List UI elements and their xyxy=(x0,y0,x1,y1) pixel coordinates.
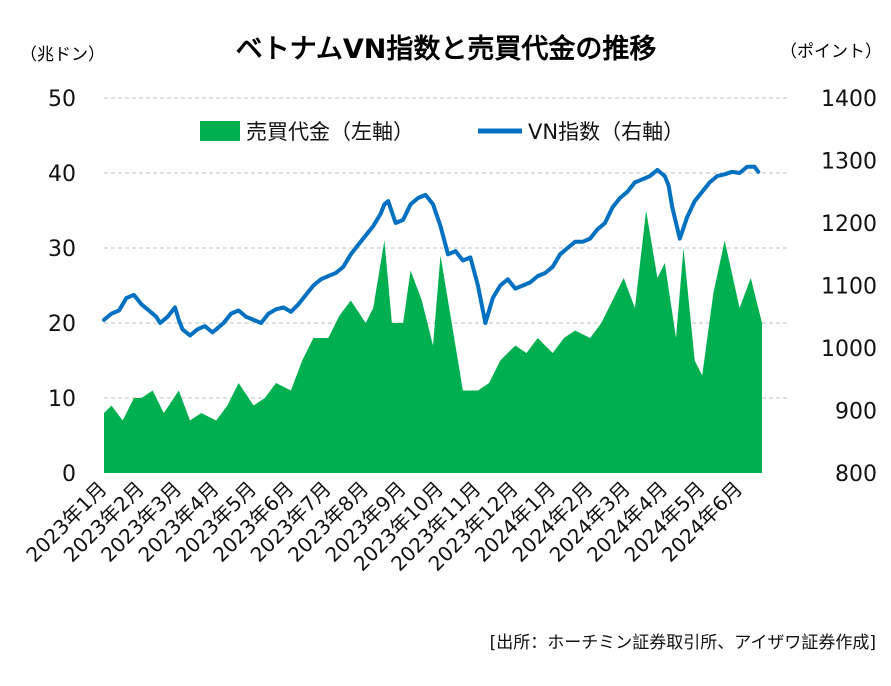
legend-label-vn-index: VN指数（右軸） xyxy=(528,120,684,144)
right-tick-label: 1300 xyxy=(821,150,877,175)
left-tick-label: 50 xyxy=(48,87,76,112)
right-tick-label: 1100 xyxy=(821,275,877,300)
right-tick-label: 1000 xyxy=(821,337,877,362)
area-series-group xyxy=(104,210,762,473)
left-axis-ticks: 0 10 20 30 40 50 xyxy=(48,87,76,487)
area-series-trading-value xyxy=(104,210,762,473)
x-axis-ticks: 2023年1月2023年2月2023年3月2023年4月2023年5月2023年… xyxy=(21,477,747,576)
right-axis-unit: （ポイント） xyxy=(780,42,882,62)
legend: 売買代金（左軸） VN指数（右軸） xyxy=(200,120,684,144)
right-tick-label: 800 xyxy=(835,462,877,487)
left-tick-label: 10 xyxy=(48,387,76,412)
left-tick-label: 30 xyxy=(48,237,76,262)
legend-label-trading-value: 売買代金（左軸） xyxy=(246,120,414,144)
left-tick-label: 0 xyxy=(62,462,76,487)
line-series-group xyxy=(102,164,761,338)
left-tick-label: 20 xyxy=(48,312,76,337)
chart-title: ベトナムVN指数と売買代金の推移 xyxy=(236,33,657,65)
right-tick-label: 1400 xyxy=(821,87,877,112)
legend-swatch-trading-value xyxy=(200,121,240,141)
source-note: [出所：ホーチミン証券取引所、アイザワ証券作成] xyxy=(490,633,876,653)
line-series-vn-index xyxy=(102,164,761,338)
right-tick-label: 1200 xyxy=(821,212,877,237)
left-axis-unit: （兆ドン） xyxy=(20,45,105,65)
left-tick-label: 40 xyxy=(48,162,76,187)
right-tick-label: 900 xyxy=(835,400,877,425)
right-axis-ticks: 800 900 1000 1100 1200 1300 1400 xyxy=(821,87,877,487)
